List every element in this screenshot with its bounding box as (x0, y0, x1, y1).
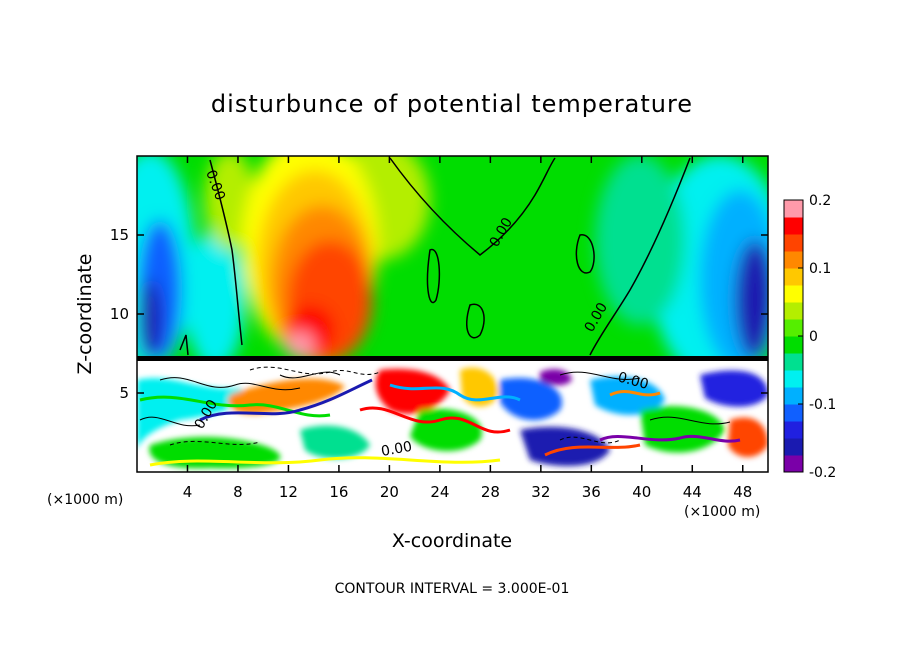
x-axis-label: X-coordinate (392, 530, 512, 552)
x-tick-label: 40 (632, 483, 651, 501)
y-tick-label: 10 (110, 305, 129, 323)
colorbar-ticks: 0.2 0.1 0 -0.1 -0.2 (798, 193, 836, 481)
colorbar-swatch (784, 200, 803, 218)
y-tick-label: 15 (110, 226, 129, 244)
x-tick-label: 16 (329, 483, 348, 501)
x-tick-label: 32 (531, 483, 550, 501)
colorbar-swatch (784, 336, 803, 354)
colorbar-swatch (784, 268, 803, 286)
heatmap-field (137, 156, 768, 472)
colorbar-swatch (784, 421, 803, 439)
y-tick-label: 5 (119, 384, 129, 402)
colorbar-tick-label: 0 (809, 329, 818, 345)
x-unit-right: (×1000 m) (684, 504, 760, 520)
contour-interval-note: CONTOUR INTERVAL = 3.000E-01 (335, 581, 570, 597)
x-tick-label: 4 (183, 483, 193, 501)
colorbar-swatch (784, 353, 803, 371)
x-tick-label: 20 (380, 483, 399, 501)
colorbar-tick-label: -0.1 (809, 397, 836, 413)
x-tick-label: 12 (279, 483, 298, 501)
colorbar-tick-label: 0.2 (809, 193, 831, 209)
x-axis-ticks: 4 8 12 16 20 24 28 32 36 40 44 48 (183, 156, 752, 501)
contour-label: 0.00 (616, 369, 650, 393)
colorbar-swatch (784, 319, 803, 337)
x-tick-label: 36 (582, 483, 601, 501)
colorbar-swatch (784, 370, 803, 388)
colorbar-swatch (784, 438, 803, 456)
x-tick-label: 24 (430, 483, 449, 501)
colorbar-swatch (784, 302, 803, 320)
x-tick-label: 28 (481, 483, 500, 501)
x-tick-label: 44 (683, 483, 702, 501)
x-unit-left: (×1000 m) (47, 492, 123, 508)
colorbar-swatch (784, 285, 803, 303)
chart-title: disturbunce of potential temperature (211, 90, 693, 118)
contour-label: 0.00 (380, 439, 413, 460)
colorbar-swatch (784, 234, 803, 252)
colorbar-swatch (784, 455, 803, 473)
y-axis-label: Z-coordinate (74, 254, 96, 375)
colorbar-swatch (784, 251, 803, 269)
colorbar-swatch (784, 217, 803, 235)
colorbar (783, 199, 804, 473)
colorbar-tick-label: 0.1 (809, 261, 831, 277)
colorbar-tick-label: -0.2 (809, 465, 836, 481)
colorbar-swatch (784, 387, 803, 405)
x-tick-label: 8 (233, 483, 243, 501)
x-tick-label: 48 (733, 483, 752, 501)
colorbar-swatch (784, 404, 803, 422)
y-axis-ticks: 5 10 15 (110, 226, 768, 402)
